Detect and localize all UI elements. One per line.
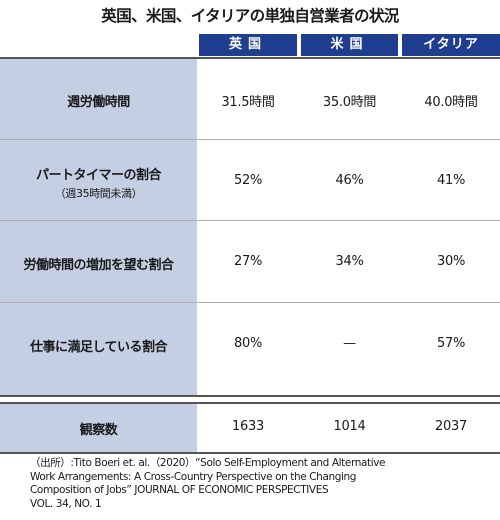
cell-satisfaction-uk: 80%	[234, 336, 262, 351]
table-bottom-rule	[0, 452, 500, 454]
cell-want-more-hours-italy: 30%	[437, 254, 465, 269]
cell-satisfaction-us: —	[343, 336, 356, 351]
row-label-weekly-hours: 週労働時間	[67, 95, 130, 110]
column-header-us: 米国	[301, 34, 398, 56]
row-label-part-time-share: パートタイマーの割合 （週35時間未満）	[0, 164, 197, 201]
row-divider	[0, 302, 500, 303]
cell-observations-us: 1014	[333, 419, 366, 434]
row-label-part-time-text: パートタイマーの割合	[35, 168, 162, 183]
source-line: Composition of Jobs” JOURNAL OF ECONOMIC…	[30, 484, 329, 496]
cell-want-more-hours-uk: 27%	[234, 254, 262, 269]
source-line: （出所）:Tito Boeri et. al.（2020）“Solo Self-…	[30, 457, 386, 469]
source-line: Work Arrangements: A Cross-Country Persp…	[30, 470, 357, 483]
row-divider	[0, 139, 500, 140]
row-label-observations: 観察数	[79, 423, 118, 438]
source-note: （出所）:Tito Boeri et. al.（2020）“Solo Self-…	[30, 457, 495, 511]
row-label-job-satisfaction: 仕事に満足している割合	[29, 340, 168, 355]
section-rule	[0, 395, 500, 397]
cell-weekly-hours-uk: 31.5時間	[221, 95, 275, 110]
column-header-uk: 英国	[199, 34, 297, 56]
section-rule	[0, 402, 500, 404]
table-top-rule	[0, 57, 500, 59]
source-line: VOL. 34, NO. 1	[30, 497, 102, 510]
cell-part-time-uk: 52%	[234, 173, 262, 188]
cell-part-time-italy: 41%	[437, 173, 465, 188]
row-divider	[0, 220, 500, 221]
cell-satisfaction-italy: 57%	[437, 336, 465, 351]
label-column-background	[0, 58, 197, 395]
total-label-background	[0, 403, 197, 452]
cell-observations-uk: 1633	[232, 419, 264, 434]
table-title: 英国、米国、イタリアの単独自営業者の状況	[101, 7, 399, 25]
cell-weekly-hours-italy: 40.0時間	[424, 95, 478, 110]
row-sublabel-part-time: （週35時間未満）	[54, 187, 143, 200]
cell-part-time-us: 46%	[335, 173, 364, 188]
cell-want-more-hours-us: 34%	[335, 254, 364, 269]
cell-weekly-hours-us: 35.0時間	[322, 95, 377, 110]
cell-observations-italy: 2037	[435, 419, 467, 434]
column-header-italy: イタリア	[402, 34, 500, 56]
row-label-want-more-hours: 労働時間の増加を望む割合	[23, 258, 174, 273]
